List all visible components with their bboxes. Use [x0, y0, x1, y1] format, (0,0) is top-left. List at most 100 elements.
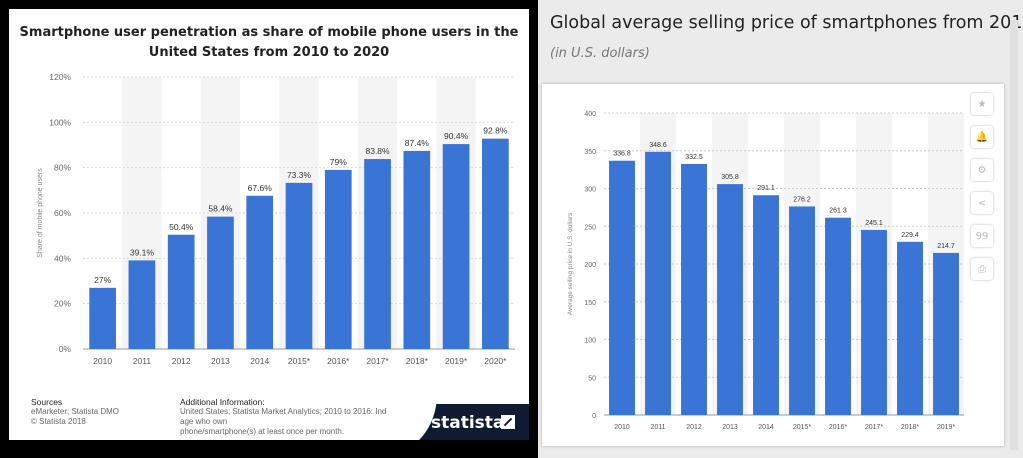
- right-chart-subtitle: (in U.S. dollars): [550, 46, 650, 61]
- y-axis-title: Average selling price in U.S. dollars: [567, 212, 574, 315]
- additional-info-line: United States; Statista Market Analytics…: [180, 407, 438, 426]
- x-tick-label: 2011: [133, 356, 152, 366]
- scrollbar-track[interactable]: [1010, 20, 1018, 450]
- bar: [207, 216, 234, 349]
- data-label: 276.2: [793, 196, 811, 203]
- bar: [89, 287, 116, 349]
- x-tick-label: 2014: [758, 424, 774, 431]
- bar: [324, 169, 352, 349]
- x-tick-label: 2018*: [901, 424, 920, 431]
- gear-icon[interactable]: ⚙: [971, 159, 993, 181]
- y-tick-label: 80%: [54, 163, 71, 173]
- bell-icon[interactable]: 🔔: [971, 126, 993, 148]
- x-tick-label: 2011: [650, 424, 665, 431]
- logo-wave-shape: [387, 394, 437, 440]
- x-tick-label: 2020*: [484, 356, 507, 366]
- sources-header[interactable]: Sources: [31, 397, 63, 407]
- y-tick-label: 400: [584, 111, 596, 118]
- data-label: 83.8%: [365, 146, 390, 156]
- y-axis-title: Share of mobile phone users: [37, 168, 44, 258]
- x-tick-label: 2010: [93, 356, 112, 366]
- data-label: 348.6: [649, 142, 667, 149]
- x-tick-label: 2010: [614, 424, 630, 431]
- sources-line: eMarketer; Statista DMO: [31, 407, 120, 416]
- right-chart-svg: 0 50 100 150 200 250 300 350 400 336.8 2010 348.6 20…: [567, 111, 964, 431]
- data-label: 214.7: [937, 243, 955, 250]
- data-label: 92.8%: [483, 126, 508, 136]
- y-tick-label: 100%: [49, 117, 71, 127]
- bar: [128, 260, 156, 349]
- x-tick-label: 2014: [250, 356, 269, 366]
- quote-icon[interactable]: 99: [971, 225, 993, 247]
- left-chart-panel: 0% 20% 40% 60% 80% 100% 120% 27% 2010 39.1% 2011 50…: [9, 9, 529, 440]
- data-label: 261.3: [829, 208, 847, 215]
- y-tick-label: 150: [584, 300, 596, 307]
- left-chart-title: Smartphone user penetration as share of …: [9, 23, 529, 63]
- share-icon[interactable]: <: [971, 192, 993, 214]
- bar: [825, 217, 851, 415]
- statista-mark-icon: [501, 415, 515, 429]
- bar: [167, 234, 195, 349]
- x-tick-label: 2019*: [445, 356, 468, 366]
- y-tick-label: 50: [588, 375, 596, 382]
- bar: [933, 252, 959, 415]
- additional-info-block: Additional Information: United States; S…: [180, 397, 450, 437]
- data-label: 67.6%: [248, 183, 273, 193]
- right-chart-title: Global average selling price of smartpho…: [550, 13, 1023, 33]
- data-label: 229.4: [901, 232, 919, 239]
- statista-logo-text: statista: [431, 413, 505, 433]
- y-tick-label: 200: [584, 262, 596, 269]
- y-tick-label: 0: [592, 413, 596, 420]
- data-label: 73.3%: [287, 170, 312, 180]
- bar: [482, 138, 509, 349]
- right-chart-panel: Global average selling price of smartpho…: [538, 0, 1023, 458]
- data-label: 58.4%: [208, 204, 233, 214]
- y-tick-label: 120%: [49, 72, 71, 82]
- data-label: 87.4%: [405, 138, 430, 148]
- x-tick-label: 2012: [686, 424, 702, 431]
- bar: [789, 206, 815, 415]
- bar: [753, 195, 779, 415]
- right-chart-card: 0 50 100 150 200 250 300 350 400 336.8 2010 348.6 20…: [542, 84, 1004, 446]
- y-tick-label: 300: [584, 187, 596, 194]
- star-icon[interactable]: ★: [971, 93, 993, 115]
- bar: [681, 163, 707, 415]
- data-label: 332.5: [685, 154, 703, 161]
- data-label: 50.4%: [169, 222, 194, 232]
- bar: [285, 182, 313, 349]
- y-tick-label: 60%: [54, 208, 71, 218]
- y-tick-label: 100: [584, 338, 596, 345]
- x-tick-label: 2015*: [288, 356, 311, 366]
- data-label: 27%: [94, 275, 111, 285]
- bar: [717, 184, 743, 415]
- x-tick-label: 2018*: [406, 356, 429, 366]
- x-tick-label: 2015*: [793, 424, 812, 431]
- x-tick-label: 2016*: [829, 424, 848, 431]
- x-tick-label: 2013: [722, 424, 738, 431]
- bar: [246, 195, 274, 349]
- additional-info-header[interactable]: Additional Information:: [180, 397, 265, 407]
- print-icon[interactable]: ⎙: [971, 258, 993, 280]
- copyright-line: © Statista 2018: [31, 417, 86, 426]
- x-tick-label: 2017*: [865, 424, 884, 431]
- left-chart-svg: 0% 20% 40% 60% 80% 100% 120% 27% 2010 39.1% 2011 50…: [37, 72, 515, 366]
- bar: [861, 229, 887, 415]
- data-label: 39.1%: [130, 247, 155, 257]
- bar: [609, 160, 635, 415]
- data-label: 90.4%: [444, 131, 469, 141]
- x-tick-label: 2012: [172, 356, 191, 366]
- y-tick-label: 20%: [54, 299, 71, 309]
- additional-info-line: phone/smartphone(s) at least once per mo…: [180, 427, 345, 436]
- bar: [403, 150, 431, 349]
- data-label: 305.8: [721, 174, 739, 181]
- data-label: 245.1: [865, 220, 883, 227]
- left-title-line-2: United States from 2010 to 2020: [148, 45, 390, 60]
- y-tick-label: 350: [584, 149, 596, 156]
- x-tick-label: 2016*: [327, 356, 350, 366]
- statista-logo[interactable]: statista: [387, 394, 529, 440]
- data-label: 79%: [330, 157, 347, 167]
- bar: [645, 151, 671, 415]
- bar: [442, 144, 470, 349]
- left-title-line-1: Smartphone user penetration as share of …: [19, 25, 519, 40]
- sources-block: Sources eMarketer; Statista DMO © Statis…: [31, 397, 119, 427]
